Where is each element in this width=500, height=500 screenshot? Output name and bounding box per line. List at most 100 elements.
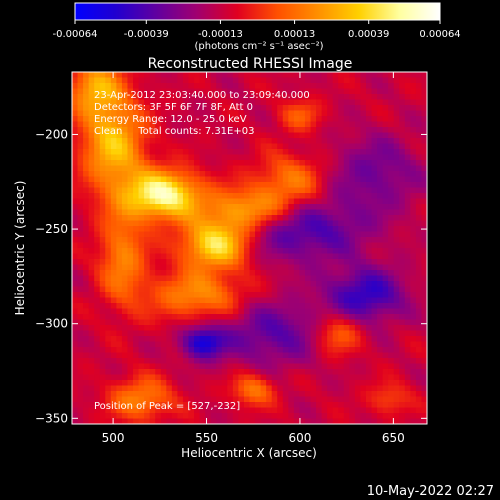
heatmap-cell <box>238 363 245 370</box>
heatmap-cell <box>72 77 79 84</box>
heatmap-cell <box>377 121 384 128</box>
heatmap-cell <box>260 77 267 84</box>
heatmap-cell <box>393 204 400 211</box>
heatmap-cell <box>421 336 427 343</box>
heatmap-cell <box>221 275 228 282</box>
heatmap-cell <box>155 226 162 233</box>
heatmap-cell <box>415 143 423 150</box>
heatmap-cell <box>166 253 173 260</box>
heatmap-cell <box>354 319 362 326</box>
heatmap-cell <box>160 215 167 222</box>
heatmap-cell <box>321 253 328 260</box>
heatmap-cell <box>382 165 389 172</box>
heatmap-cell <box>149 380 156 387</box>
heatmap-cell <box>144 402 151 409</box>
heatmap-cell <box>72 242 79 249</box>
heatmap-cell <box>310 281 317 288</box>
heatmap-cell <box>221 418 228 424</box>
heatmap-cell <box>288 358 295 365</box>
heatmap-cell <box>343 314 350 321</box>
heatmap-cell <box>304 413 312 420</box>
heatmap-cell <box>182 402 190 409</box>
heatmap-cell <box>354 347 362 354</box>
heatmap-cell <box>299 94 306 101</box>
heatmap-cell <box>94 391 101 398</box>
heatmap-cell <box>266 286 273 293</box>
heatmap-cell <box>354 88 362 95</box>
heatmap-cell <box>127 127 134 134</box>
heatmap-cell <box>415 204 423 211</box>
heatmap-cell <box>404 292 411 299</box>
heatmap-cell <box>110 88 117 95</box>
heatmap-cell <box>72 220 79 227</box>
heatmap-cell <box>399 215 406 222</box>
heatmap-cell <box>144 171 151 178</box>
heatmap-cell <box>127 220 134 227</box>
heatmap-cell <box>365 72 373 79</box>
heatmap-cell <box>316 374 323 381</box>
heatmap-cell <box>171 83 178 90</box>
heatmap-cell <box>182 94 190 101</box>
heatmap-cell <box>354 193 362 200</box>
heatmap-cell <box>155 286 162 293</box>
heatmap-cell <box>160 171 167 178</box>
heatmap-cell <box>304 253 312 260</box>
heatmap-cell <box>227 308 234 315</box>
heatmap-cell <box>155 369 162 376</box>
heatmap-cell <box>338 198 345 205</box>
heatmap-cell <box>155 149 162 156</box>
heatmap-cell <box>382 259 389 266</box>
heatmap-cell <box>116 176 123 183</box>
heatmap-cell <box>260 132 267 139</box>
heatmap-cell <box>293 121 301 128</box>
heatmap-cell <box>399 72 406 79</box>
heatmap-cell <box>232 176 240 183</box>
heatmap-cell <box>221 83 228 90</box>
heatmap-cell <box>188 391 195 398</box>
heatmap-cell <box>216 226 223 233</box>
heatmap-cell <box>83 369 90 376</box>
heatmap-cell <box>310 330 317 337</box>
heatmap-cell <box>133 336 140 343</box>
heatmap-cell <box>277 77 284 84</box>
heatmap-cell <box>199 160 206 167</box>
heatmap-cell <box>77 171 84 178</box>
heatmap-cell <box>199 319 206 326</box>
heatmap-cell <box>321 303 328 310</box>
heatmap-cell <box>77 352 84 359</box>
heatmap-cell <box>249 149 256 156</box>
heatmap-cell <box>410 226 417 233</box>
heatmap-cell <box>421 281 427 288</box>
heatmap-cell <box>194 132 201 139</box>
heatmap-cell <box>94 352 101 359</box>
annotation-line-energy: Energy Range: 12.0 - 25.0 keV <box>94 114 247 125</box>
heatmap-cell <box>144 396 151 403</box>
heatmap-cell <box>266 336 273 343</box>
heatmap-cell <box>360 138 367 145</box>
heatmap-cell <box>116 319 123 326</box>
heatmap-cell <box>243 237 251 244</box>
heatmap-cell <box>110 303 117 310</box>
heatmap-cell <box>399 314 406 321</box>
heatmap-cell <box>110 352 117 359</box>
heatmap-cell <box>199 193 206 200</box>
heatmap-cell <box>133 143 140 150</box>
heatmap-cell <box>282 143 289 150</box>
heatmap-cell <box>421 286 427 293</box>
heatmap-cell <box>83 204 90 211</box>
heatmap-cell <box>77 308 84 315</box>
heatmap-cell <box>166 127 173 134</box>
heatmap-cell <box>171 336 178 343</box>
heatmap-cell <box>188 198 195 205</box>
heatmap-cell <box>94 160 101 167</box>
heatmap-cell <box>133 237 140 244</box>
heatmap-cell <box>105 253 112 260</box>
heatmap-cell <box>382 314 389 321</box>
heatmap-cell <box>332 308 339 315</box>
heatmap-cell <box>271 336 278 343</box>
heatmap-cell <box>388 248 395 255</box>
heatmap-cell <box>310 242 317 249</box>
heatmap-cell <box>177 83 184 90</box>
heatmap-cell <box>327 352 334 359</box>
heatmap-cell <box>127 319 134 326</box>
